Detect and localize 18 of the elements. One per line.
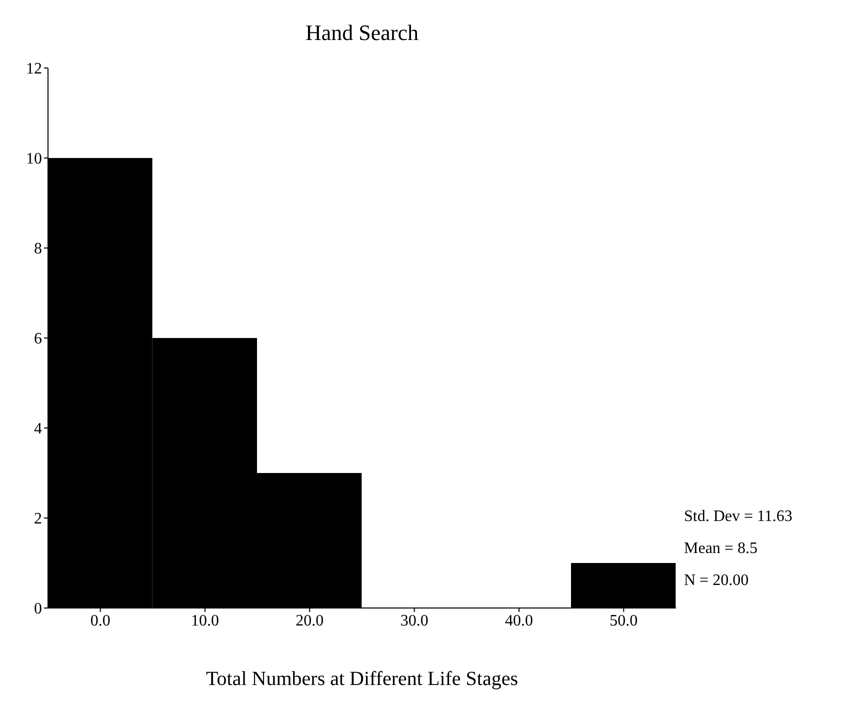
- y-tick-label: 2: [34, 510, 42, 528]
- x-tick-label: 50.0: [610, 612, 638, 630]
- y-tick-label: 0: [34, 600, 42, 618]
- text: Mean = 8.5: [684, 540, 758, 558]
- text: N = 20.00: [684, 572, 750, 590]
- x-tick-label: 10.0: [191, 612, 219, 630]
- x-tick-label: 20.0: [296, 612, 324, 630]
- x-tick-label: 40.0: [505, 612, 533, 630]
- x-tick-label: 0.0: [90, 612, 110, 630]
- y-tick-label: 12: [26, 60, 42, 78]
- x-axis-title: Total Numbers at Different Life Stages: [204, 668, 520, 691]
- y-tick-label: 4: [34, 420, 42, 438]
- chart-title: Hand Search: [304, 19, 420, 46]
- x-tick-label: 30.0: [400, 612, 428, 630]
- y-tick-label: 8: [34, 240, 42, 258]
- y-tick-label: 10: [26, 150, 42, 168]
- text: Std. Dev = 11.63: [684, 508, 792, 526]
- y-tick-label: 6: [34, 330, 42, 348]
